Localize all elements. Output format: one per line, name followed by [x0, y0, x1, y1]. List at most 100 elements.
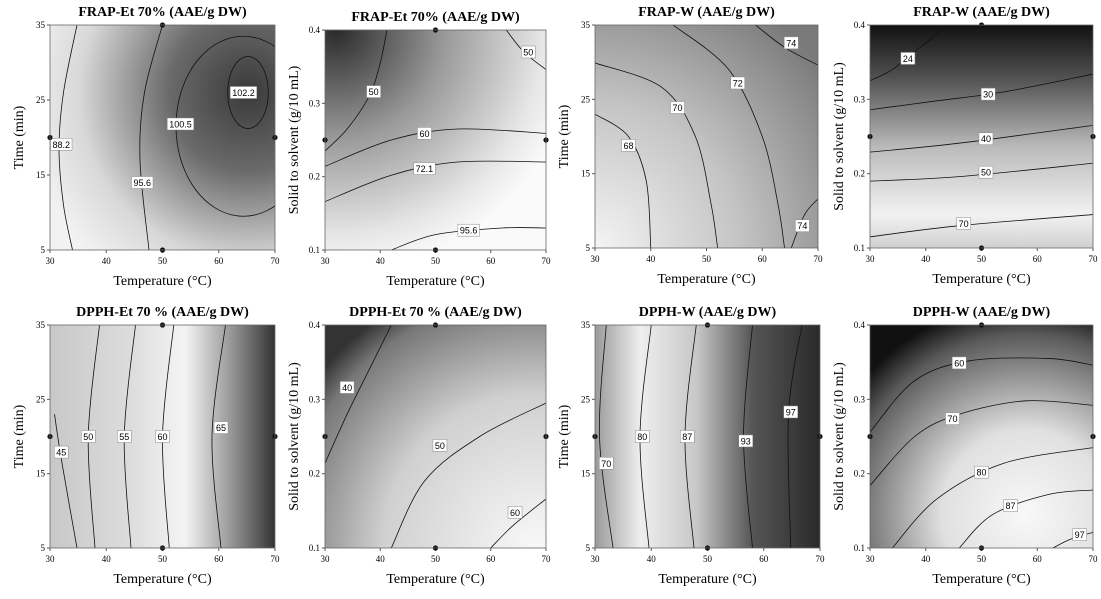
y-axis-label: Time (min): [557, 104, 572, 168]
contour-label-box: [1072, 528, 1087, 541]
x-tick-label: 30: [46, 256, 56, 266]
contour-label-box: [50, 138, 73, 151]
contour-label: 97: [786, 407, 796, 417]
contour-label: 50: [369, 87, 379, 97]
y-tick-label: 0.3: [309, 98, 321, 108]
contour-line: [598, 325, 614, 548]
x-tick-label: 40: [102, 256, 112, 266]
plot-frame: [49, 24, 276, 251]
y-tick-label: 15: [36, 170, 46, 180]
contour-label: 74: [786, 38, 796, 48]
y-tick-label: 0.4: [854, 320, 866, 330]
contour-label-box: [1003, 499, 1018, 512]
plot-frame: [869, 24, 1094, 249]
y-tick-label: 35: [581, 320, 591, 330]
x-axis-label: Temperature (°C): [932, 572, 1031, 587]
contour-line: [595, 62, 719, 248]
contour-line: [870, 162, 1093, 182]
contour-label: 72.1: [416, 164, 434, 174]
x-tick-label: 30: [591, 554, 601, 564]
chart-title: DPPH-W (AAE/g DW): [913, 305, 1051, 320]
contour-label-box: [956, 217, 971, 230]
contour-label-box: [783, 36, 799, 50]
contour-label-box: [457, 223, 480, 237]
contour-label-box: [166, 117, 195, 131]
plot-area: [870, 325, 1093, 548]
contour-label-box: [213, 421, 229, 434]
y-tick-label: 0.3: [309, 394, 321, 404]
y-tick-label: 0.1: [309, 245, 320, 255]
x-tick-label: 40: [647, 554, 657, 564]
contour-label: 70: [959, 219, 969, 229]
contour-label: 50: [83, 432, 93, 442]
contour-label: 50: [435, 441, 445, 451]
x-tick-label: 30: [591, 254, 601, 264]
y-axis-label: Solid to solvent (g/10 mL): [287, 65, 302, 214]
contour-label-box: [339, 381, 355, 394]
contour-line: [211, 325, 226, 548]
contour-label: 68: [623, 141, 633, 151]
contour-label: 55: [119, 432, 129, 442]
contour-label-box: [621, 139, 636, 152]
chart-title: FRAP-W (AAE/g DW): [913, 5, 1050, 20]
y-tick-label: 0.3: [854, 394, 866, 404]
x-tick-label: 40: [376, 256, 386, 266]
x-tick-label: 30: [321, 554, 331, 564]
contour-label: 74: [797, 221, 807, 231]
x-axis-label: Temperature (°C): [386, 572, 485, 587]
contour-line: [958, 489, 1093, 548]
y-tick-label: 0.4: [309, 25, 321, 35]
contour-line: [870, 73, 1093, 111]
x-tick-label: 50: [702, 254, 712, 264]
y-tick-label: 15: [581, 169, 591, 179]
contour-label-box: [670, 101, 685, 114]
contour-label-box: [945, 412, 960, 425]
y-tick-label: 0.2: [309, 172, 320, 182]
contour-line: [595, 113, 652, 248]
x-tick-label: 60: [1033, 554, 1043, 564]
contour-label: 40: [981, 134, 991, 144]
x-tick-label: 70: [1089, 554, 1099, 564]
chart-title: DPPH-Et 70 % (AAE/g DW): [349, 305, 522, 320]
y-tick-label: 25: [36, 95, 46, 105]
x-axis-label: Temperature (°C): [657, 272, 756, 287]
y-tick-label: 25: [36, 394, 46, 404]
contour-label: 60: [157, 432, 167, 442]
contour-label: 45: [56, 448, 66, 458]
contour-label-box: [417, 127, 432, 140]
contour-label-box: [131, 176, 154, 189]
x-tick-label: 40: [921, 254, 931, 264]
contour-line: [390, 402, 546, 548]
contour-label: 60: [510, 508, 520, 518]
y-tick-label: 0.4: [854, 20, 866, 30]
plot-frame: [324, 29, 547, 251]
plot-frame: [869, 324, 1094, 549]
contour-label-box: [598, 457, 614, 470]
x-tick-label: 50: [703, 554, 713, 564]
contour-label: 102.2: [232, 88, 255, 98]
y-tick-label: 35: [581, 20, 591, 30]
x-tick-label: 40: [102, 554, 112, 564]
contour-label: 93: [741, 436, 751, 446]
contour-label-box: [413, 162, 436, 175]
contour-label: 95.6: [133, 178, 151, 188]
x-tick-label: 70: [542, 554, 552, 564]
contour-label-box: [783, 405, 799, 419]
x-tick-label: 60: [758, 254, 768, 264]
contour-label: 50: [523, 48, 533, 58]
contour-line: [870, 124, 1093, 153]
plot-frame: [594, 324, 821, 549]
y-tick-label: 5: [586, 243, 591, 253]
x-axis-label: Temperature (°C): [658, 572, 757, 587]
y-tick-label: 0.2: [854, 169, 865, 179]
x-tick-label: 50: [158, 554, 168, 564]
contour-line: [870, 25, 947, 82]
contour-label-box: [978, 165, 994, 179]
contour-label: 65: [216, 423, 226, 433]
contour-label-box: [978, 132, 994, 145]
contour-label: 80: [637, 432, 647, 442]
contour-line: [1052, 532, 1093, 548]
contour-label: 95.6: [460, 226, 478, 236]
x-tick-label: 30: [46, 554, 56, 564]
